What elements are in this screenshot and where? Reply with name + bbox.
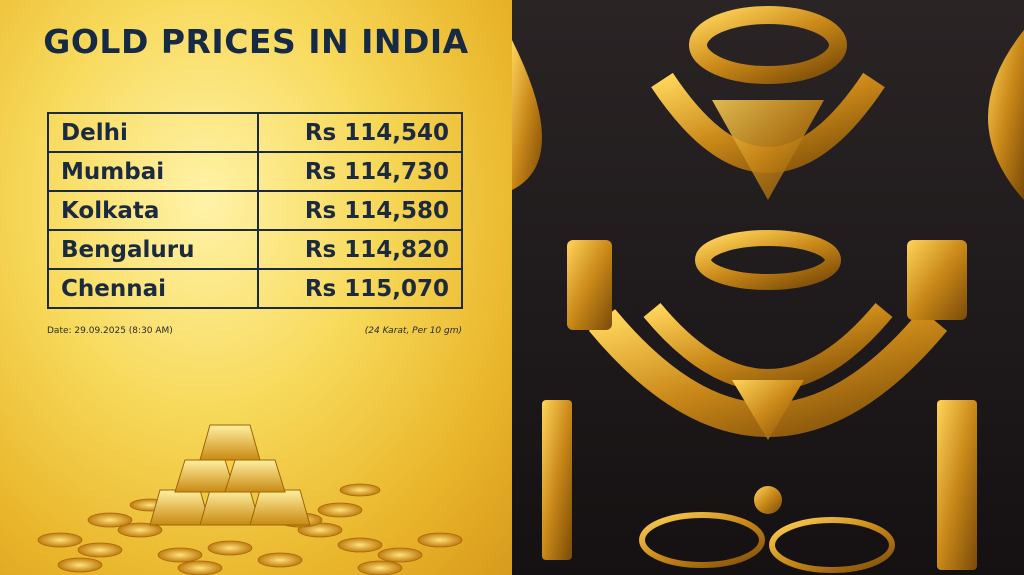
table-row: Chennai Rs 115,070 (47, 268, 463, 309)
table-row: Kolkata Rs 114,580 (47, 190, 463, 231)
city-cell: Kolkata (47, 190, 259, 231)
price-cell: Rs 114,820 (257, 229, 463, 270)
city-cell: Mumbai (47, 151, 259, 192)
city-cell: Delhi (47, 112, 259, 153)
table-row: Mumbai Rs 114,730 (47, 151, 463, 192)
title: GOLD PRICES IN INDIA (43, 22, 469, 61)
table-body: Delhi Rs 114,540 Mumbai Rs 114,730 Kolkata Rs… (47, 112, 463, 309)
city-cell: Bengaluru (47, 229, 259, 270)
table-row: Bengaluru Rs 114,820 (47, 229, 463, 270)
price-cell: Rs 114,540 (257, 112, 463, 153)
unit-note: (24 Karat, Per 10 gm) (364, 326, 462, 336)
price-table: Delhi Rs 114,540 Mumbai Rs 114,730 Kolkata Rs… (47, 112, 463, 309)
price-cell: Rs 114,730 (257, 151, 463, 192)
price-cell: Rs 114,580 (257, 190, 463, 231)
price-cell: Rs 115,070 (257, 268, 463, 309)
table-row: Delhi Rs 114,540 (47, 112, 463, 153)
date-note: Date: 29.09.2025 (8:30 AM) (47, 326, 173, 336)
city-cell: Chennai (47, 268, 259, 309)
jewellery-photo (512, 0, 1024, 575)
gold-bars-illustration (37, 424, 463, 575)
left-panel: GOLD PRICES IN INDIA Delhi Rs 114,540 Mumb… (0, 0, 512, 575)
